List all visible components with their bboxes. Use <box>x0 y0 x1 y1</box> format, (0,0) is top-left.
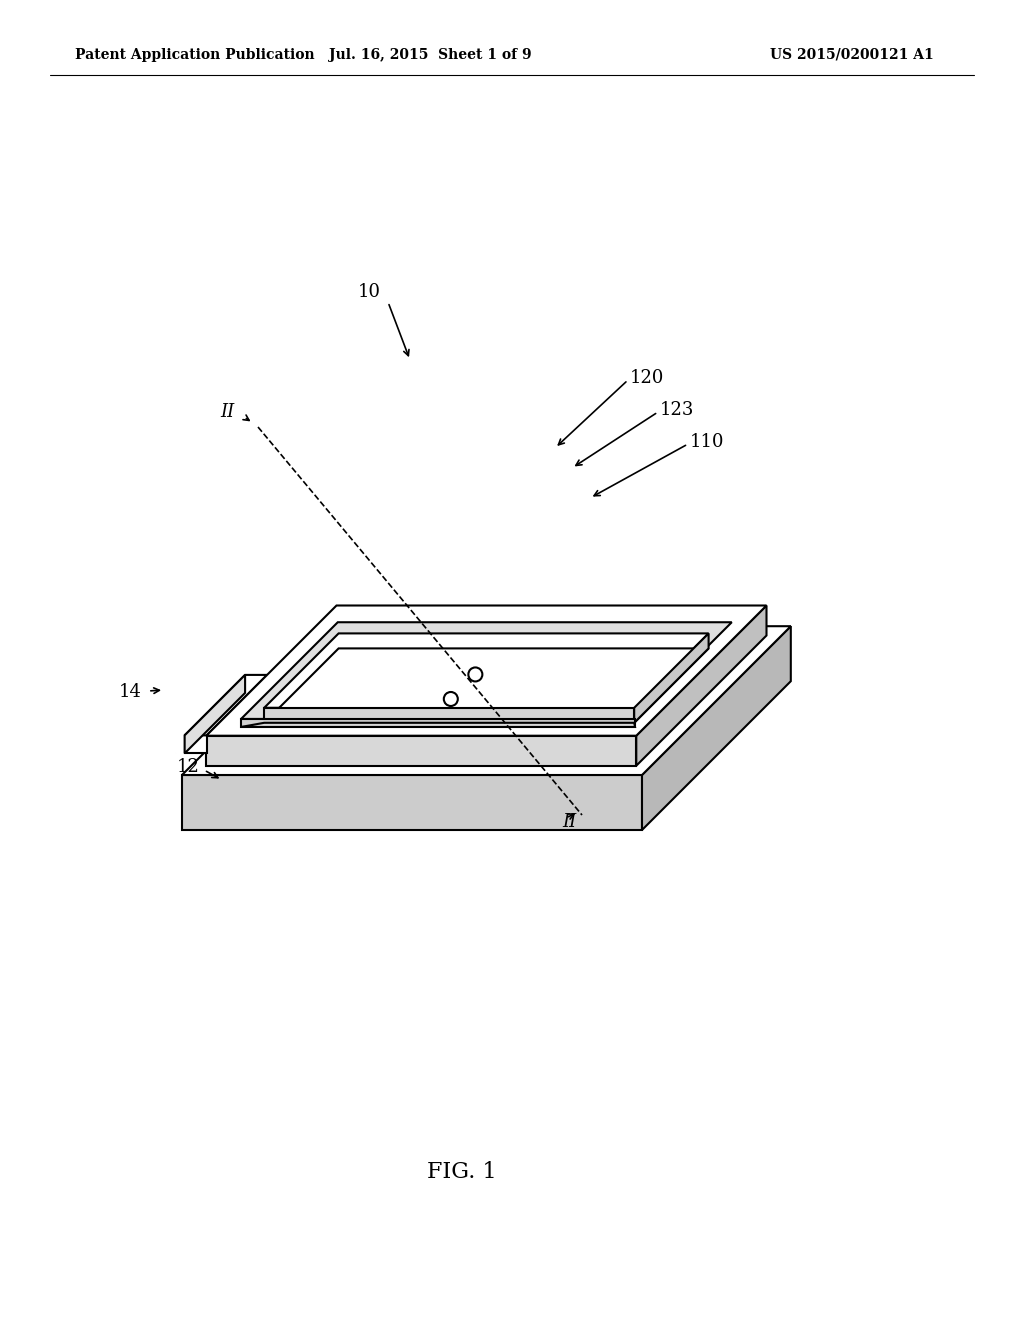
Text: II: II <box>562 813 577 832</box>
Polygon shape <box>264 648 709 723</box>
Polygon shape <box>184 675 267 735</box>
Polygon shape <box>184 735 207 754</box>
Polygon shape <box>184 675 245 754</box>
Polygon shape <box>182 626 791 775</box>
Text: Jul. 16, 2015  Sheet 1 of 9: Jul. 16, 2015 Sheet 1 of 9 <box>329 48 531 62</box>
Text: 12: 12 <box>177 758 200 776</box>
Text: Patent Application Publication: Patent Application Publication <box>75 48 314 62</box>
Polygon shape <box>241 622 732 719</box>
Text: II: II <box>221 403 234 421</box>
Polygon shape <box>264 708 634 723</box>
Polygon shape <box>634 634 709 723</box>
Text: 14: 14 <box>119 682 142 701</box>
Text: FIG. 1: FIG. 1 <box>427 1162 497 1183</box>
Polygon shape <box>636 606 767 766</box>
Text: US 2015/0200121 A1: US 2015/0200121 A1 <box>770 48 934 62</box>
Polygon shape <box>182 775 642 830</box>
Text: 10: 10 <box>358 282 381 301</box>
Text: 123: 123 <box>660 401 694 418</box>
Polygon shape <box>264 634 709 708</box>
Polygon shape <box>642 626 791 830</box>
Polygon shape <box>241 723 635 727</box>
Polygon shape <box>206 735 636 766</box>
Text: 110: 110 <box>690 433 725 451</box>
Polygon shape <box>241 719 635 727</box>
Text: 120: 120 <box>630 370 665 387</box>
Polygon shape <box>206 606 767 735</box>
